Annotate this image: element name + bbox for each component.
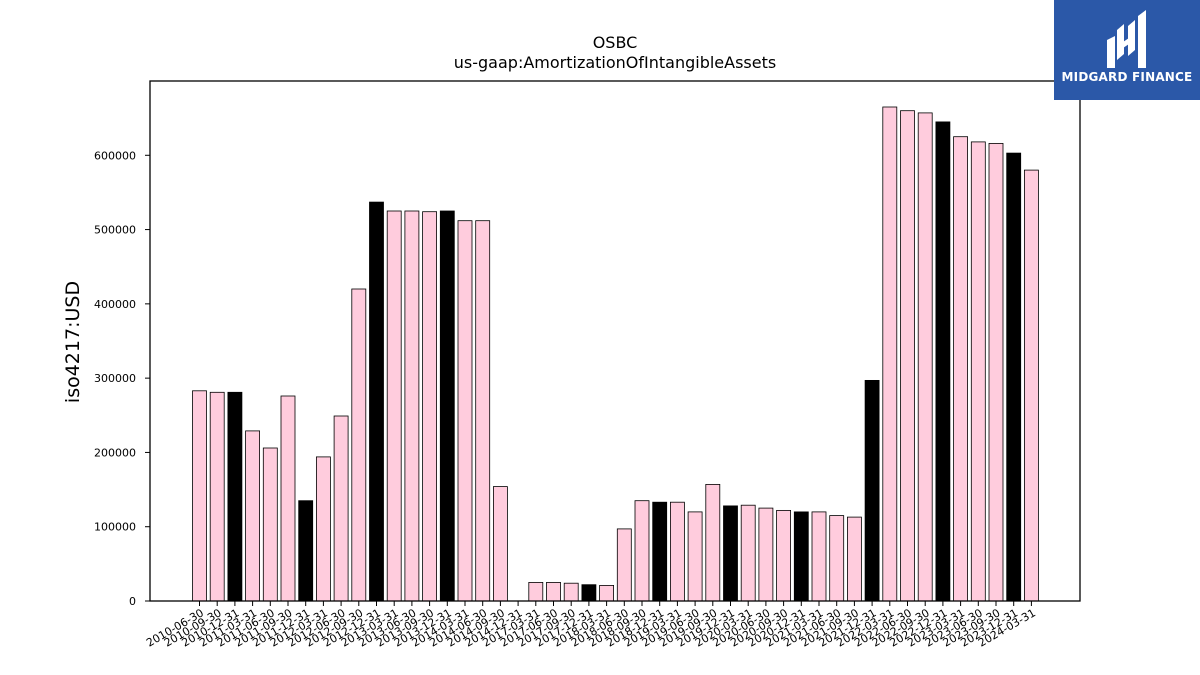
bar-2010-09-30 — [209, 391, 225, 602]
bar-2012-06-30 — [333, 415, 349, 602]
bar-2012-03-31 — [315, 456, 331, 602]
y-axis-label: iso4217:USD — [62, 281, 84, 403]
bars — [192, 106, 1039, 602]
bar-2023-12-31 — [1006, 152, 1022, 602]
bar-2023-06-30 — [970, 141, 986, 602]
bar-2022-03-31 — [882, 106, 898, 602]
chart-title: OSBC — [593, 33, 638, 52]
bar-2019-06-30 — [687, 511, 703, 602]
bar-2020-12-31 — [793, 511, 809, 602]
y-tick-label: 0 — [129, 595, 136, 608]
bar-2021-03-31 — [811, 511, 827, 602]
bar-2019-09-30 — [705, 483, 721, 602]
bar-2020-09-30 — [776, 509, 791, 602]
x-axis-ticks: 2010-06-302010-09-302010-12-312011-03-31… — [144, 601, 1038, 650]
bar-2013-06-30 — [404, 210, 420, 602]
bar-2018-12-31 — [652, 501, 668, 602]
bar-2014-09-30 — [492, 486, 508, 602]
bar-2018-03-31 — [599, 585, 614, 602]
bar-2021-06-30 — [829, 515, 845, 602]
bar-2018-06-30 — [616, 528, 632, 602]
bar-2011-09-30 — [280, 395, 296, 602]
bar-2023-09-30 — [988, 142, 1004, 602]
bar-2022-06-30 — [900, 110, 915, 602]
bar-2011-03-31 — [245, 430, 261, 602]
bar-2017-09-30 — [563, 582, 579, 602]
bar-2010-12-31 — [227, 391, 243, 602]
bar-2021-09-30 — [847, 516, 862, 602]
bar-2013-03-31 — [386, 210, 402, 602]
bar-2012-09-30 — [351, 288, 367, 602]
bar-2013-09-30 — [422, 211, 438, 602]
bar-2012-12-31 — [369, 201, 384, 602]
bar-2023-03-31 — [953, 136, 968, 602]
bar-2018-09-30 — [634, 500, 650, 602]
bar-2020-03-31 — [740, 504, 756, 602]
logo-text: MIDGARD FINANCE — [1061, 70, 1193, 84]
bar-2014-03-31 — [457, 220, 473, 602]
y-tick-label: 400000 — [94, 298, 136, 311]
plot-frame — [149, 80, 1081, 602]
y-axis-ticks: 0 100000 200000 300000 400000 500000 600000 — [94, 149, 150, 608]
bar-2017-06-30 — [546, 582, 561, 602]
y-tick-label: 200000 — [94, 446, 136, 459]
midgard-logo-icon — [1107, 10, 1146, 68]
bar-2020-06-30 — [758, 507, 774, 602]
bar-2022-12-31 — [935, 121, 951, 602]
y-tick-label: 500000 — [94, 224, 136, 237]
chart-subtitle: us-gaap:AmortizationOfIntangibleAssets — [454, 53, 776, 72]
bar-2011-12-31 — [298, 500, 314, 602]
bar-2024-03-31 — [1024, 169, 1039, 602]
bar-2013-12-31 — [439, 210, 455, 602]
bar-2022-09-30 — [917, 112, 933, 602]
bar-2017-03-31 — [528, 582, 544, 602]
y-tick-label: 100000 — [94, 521, 136, 534]
midgard-finance-logo: MIDGARD FINANCE — [1054, 0, 1200, 100]
bar-2021-12-31 — [864, 379, 880, 602]
bar-2010-06-30 — [192, 390, 207, 602]
y-tick-label: 600000 — [94, 149, 136, 162]
bar-2011-06-30 — [262, 447, 278, 602]
bar-2014-06-30 — [475, 220, 491, 602]
bar-2019-03-31 — [670, 501, 685, 602]
bar-2017-12-31 — [581, 584, 597, 602]
y-tick-label: 300000 — [94, 372, 136, 385]
bar-2019-12-31 — [723, 505, 738, 602]
